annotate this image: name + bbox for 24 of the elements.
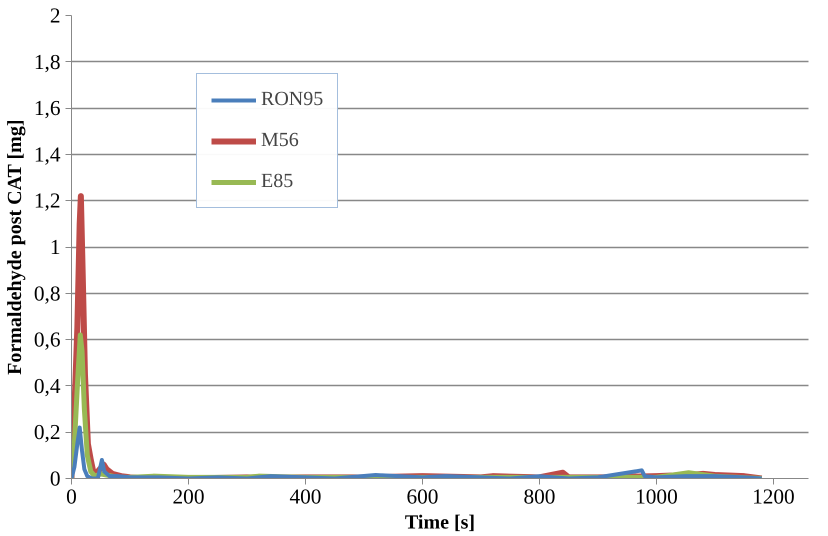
y-tick-label: 2 [50,4,61,28]
legend-label: M56 [261,129,299,152]
x-tick-label: 1000 [635,484,678,508]
x-tick-label: 200 [172,484,204,508]
y-tick-label: 1 [50,235,61,259]
y-axis-title: Formaldehyde post CAT [mg] [4,119,26,375]
line-series [72,426,764,478]
x-tick-label: 400 [289,484,322,508]
y-tick-label: 1,2 [34,188,61,213]
legend-label: E85 [261,170,294,193]
y-tick-label: 0,4 [34,374,61,398]
x-axis-title: Time [s] [404,512,476,534]
x-tick-label: 0 [66,484,77,508]
y-tick-label: 1,4 [34,142,61,166]
legend-label: RON95 [261,88,324,111]
y-tick-label: 0,2 [34,420,61,444]
y-tick-label: 0 [50,466,61,490]
x-tick-label: 600 [406,484,438,508]
y-tick-label: 0,8 [34,281,61,306]
y-tick-label: 1,6 [34,96,61,120]
y-tick-label: 0,6 [34,328,61,352]
y-tick-label: 1,8 [34,50,61,74]
x-tick-label: 800 [523,484,556,508]
x-tick-label: 1200 [752,484,795,508]
